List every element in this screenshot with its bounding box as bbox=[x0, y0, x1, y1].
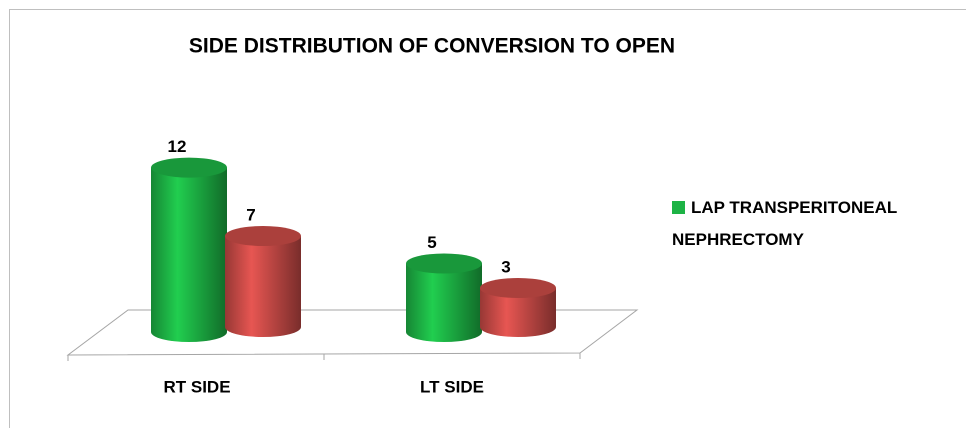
bar bbox=[406, 254, 482, 343]
legend: LAP TRANSPERITONEAL NEPHRECTOMY bbox=[672, 192, 962, 256]
bar-top bbox=[480, 278, 556, 298]
bar bbox=[225, 226, 301, 337]
legend-label: LAP TRANSPERITONEAL NEPHRECTOMY bbox=[672, 198, 897, 249]
data-label: 7 bbox=[246, 205, 255, 224]
bar-body bbox=[406, 264, 482, 343]
bar bbox=[151, 158, 227, 342]
bar-top bbox=[406, 254, 482, 274]
bar-body bbox=[151, 168, 227, 342]
data-label: 5 bbox=[427, 233, 436, 252]
bar bbox=[480, 278, 556, 337]
bar-body bbox=[225, 236, 301, 337]
data-label: 12 bbox=[168, 137, 187, 156]
x-tick-label: RT SIDE bbox=[163, 377, 230, 396]
legend-item: LAP TRANSPERITONEAL NEPHRECTOMY bbox=[672, 192, 962, 256]
legend-swatch bbox=[672, 201, 685, 214]
data-label: 3 bbox=[501, 257, 510, 276]
chart-title: SIDE DISTRIBUTION OF CONVERSION TO OPEN bbox=[189, 35, 675, 58]
bar-top bbox=[225, 226, 301, 246]
bar-top bbox=[151, 158, 227, 178]
x-tick-label: LT SIDE bbox=[420, 377, 484, 396]
